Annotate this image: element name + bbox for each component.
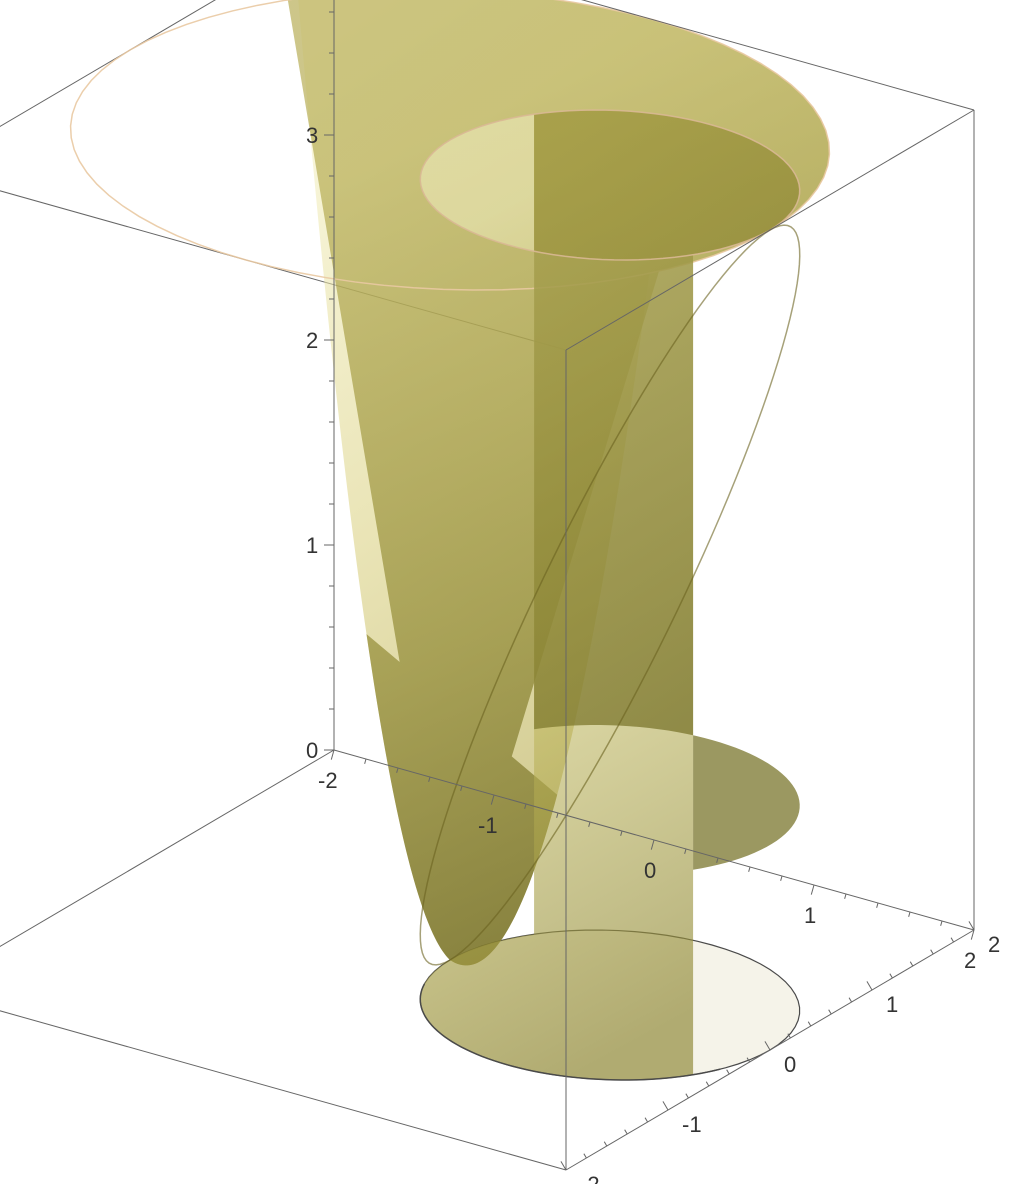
x-tick-label: -2 bbox=[318, 768, 338, 794]
z-tick-label: 1 bbox=[306, 533, 318, 559]
x-tick-label: 0 bbox=[644, 858, 656, 884]
x-tick-label: -1 bbox=[478, 813, 498, 839]
z-tick-label: 0 bbox=[306, 738, 318, 764]
z-tick-label: 2 bbox=[306, 328, 318, 354]
y-tick-label: 0 bbox=[784, 1052, 796, 1078]
y-tick-label: -1 bbox=[682, 1112, 702, 1138]
z-tick-label: 3 bbox=[306, 123, 318, 149]
plot-svg bbox=[0, 0, 1024, 1184]
y-tick-label: 2 bbox=[988, 932, 1000, 958]
x-tick-label: 2 bbox=[964, 948, 976, 974]
y-tick-label: -2 bbox=[580, 1172, 600, 1184]
y-tick-label: 1 bbox=[886, 992, 898, 1018]
plot-3d: 01234-2-1012-2-1012 bbox=[0, 0, 1024, 1184]
x-tick-label: 1 bbox=[804, 903, 816, 929]
